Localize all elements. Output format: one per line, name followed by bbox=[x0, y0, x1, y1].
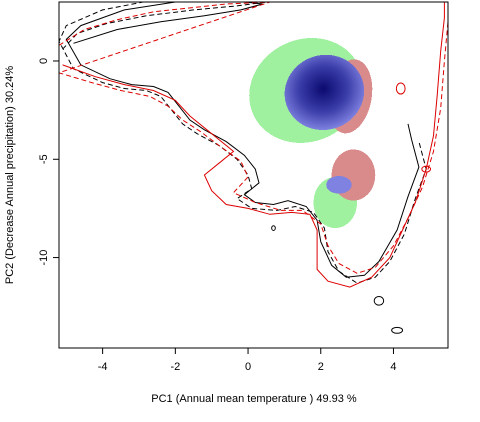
y-tick-label: -10 bbox=[38, 250, 50, 266]
contour-island-4 bbox=[271, 225, 276, 231]
overlap-region-main bbox=[284, 54, 365, 131]
contour-line-3 bbox=[59, 2, 448, 274]
contour-line-1 bbox=[59, 2, 427, 284]
contour-island-1 bbox=[391, 326, 404, 334]
y-tick-label: 0 bbox=[38, 58, 50, 64]
x-tick-label: -2 bbox=[170, 361, 180, 373]
x-tick-label: 2 bbox=[318, 361, 324, 373]
x-tick-label: -4 bbox=[98, 361, 108, 373]
y-axis-title: PC2 (Decrease Annual precipitation) 30.2… bbox=[4, 66, 16, 285]
density-regions bbox=[249, 38, 376, 229]
x-tick-label: 0 bbox=[245, 361, 251, 373]
y-axis: 0 -5 -10 bbox=[38, 58, 59, 266]
contour-line-2 bbox=[62, 2, 445, 288]
contour-island-3 bbox=[421, 165, 432, 173]
x-axis: -4 -2 0 2 4 bbox=[98, 348, 397, 373]
x-axis-title: PC1 (Annual mean temperature ) 49.93 % bbox=[151, 393, 357, 405]
contour-island-2 bbox=[395, 82, 406, 95]
contour-island-0 bbox=[373, 295, 385, 306]
plot-frame bbox=[58, 1, 449, 349]
contour-lines bbox=[59, 2, 448, 288]
x-tick-label: 4 bbox=[390, 361, 396, 373]
density-region-overlap-blue-small bbox=[326, 175, 352, 194]
y-tick-label: -5 bbox=[38, 154, 50, 164]
contour-line-0 bbox=[65, 2, 420, 278]
contour-islands bbox=[271, 82, 432, 334]
